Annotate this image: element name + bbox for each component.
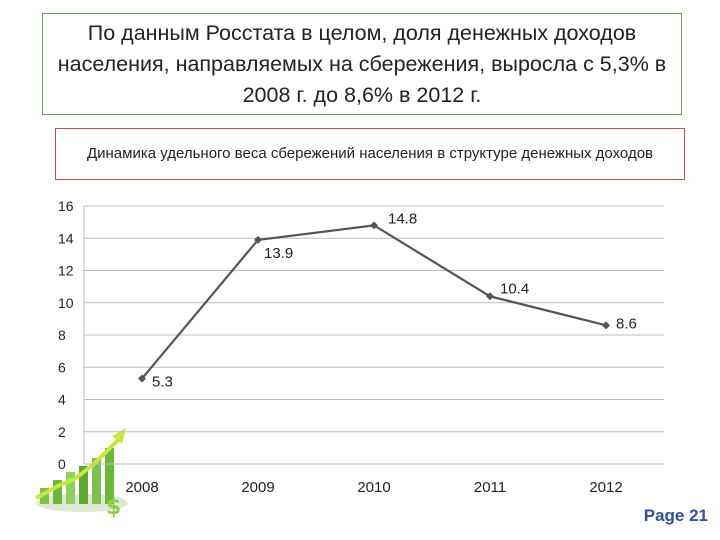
data-label: 13.9: [264, 245, 293, 262]
data-point: [138, 374, 146, 383]
data-point: [602, 321, 610, 330]
svg-text:$: $: [106, 495, 121, 520]
x-tick-label: 2012: [589, 479, 622, 496]
headline: По данным Росстата в целом, доля денежны…: [42, 13, 682, 115]
y-tick-label: 8: [58, 327, 66, 343]
y-tick-label: 10: [58, 295, 74, 311]
y-tick-label: 0: [58, 456, 66, 472]
y-tick-label: 6: [58, 359, 66, 375]
x-tick-label: 2010: [357, 479, 390, 496]
y-tick-label: 16: [58, 198, 74, 214]
data-point: [370, 221, 378, 230]
x-tick-label: 2011: [474, 479, 506, 496]
data-point: [254, 235, 262, 244]
data-label: 14.8: [388, 210, 417, 227]
data-label: 5.3: [152, 374, 173, 391]
data-point: [486, 292, 494, 301]
data-label: 10.4: [500, 280, 529, 297]
x-tick-label: 2009: [241, 479, 274, 496]
y-tick-label: 14: [58, 230, 74, 246]
page-number: Page 21: [643, 506, 708, 525]
y-tick-label: 12: [58, 263, 74, 279]
growth-chart-icon: $: [35, 428, 128, 520]
y-tick-label: 2: [58, 424, 66, 440]
series-line: [141, 224, 607, 380]
x-tick-label: 2008: [125, 479, 158, 496]
y-tick-label: 4: [58, 392, 66, 408]
chart-title: Динамика удельного веса сбережений насел…: [55, 128, 685, 180]
data-label: 8.6: [616, 315, 637, 332]
